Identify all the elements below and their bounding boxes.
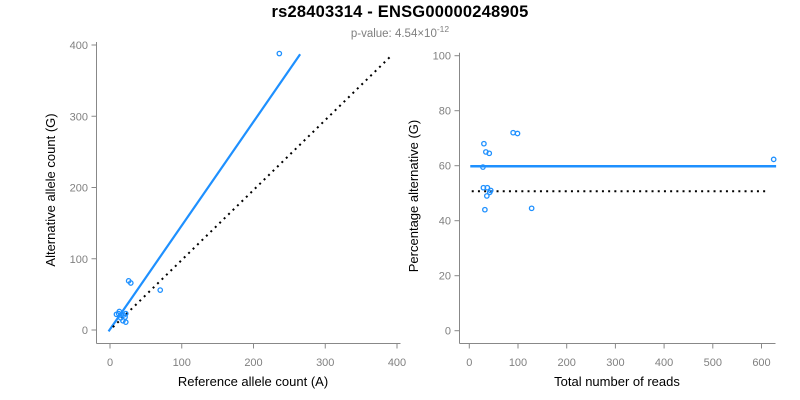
pvalue-text: p-value: 4.54×10	[350, 27, 437, 40]
x-tick-label: 100	[173, 357, 191, 369]
x-tick-label: 100	[509, 357, 527, 369]
x-axis-title: Reference allele count (A)	[178, 374, 328, 389]
y-tick-label: 100	[70, 254, 88, 266]
fit-line	[107, 53, 302, 333]
x-tick-label: 500	[704, 357, 722, 369]
data-point	[486, 189, 493, 196]
data-point	[514, 130, 521, 137]
y-axis-title: Percentage alternative (G)	[406, 120, 421, 272]
x-tick-label: 400	[655, 357, 673, 369]
x-tick-label: 0	[466, 357, 472, 369]
data-point	[528, 205, 535, 212]
data-point	[276, 50, 283, 57]
y-tick-label: 0	[82, 325, 88, 337]
data-point	[122, 310, 129, 317]
pvalue-exponent: -12	[436, 24, 450, 34]
y-tick-label: 80	[439, 106, 451, 118]
y-tick-label: 400	[70, 40, 88, 52]
y-axis-title: Alternative allele count (G)	[43, 113, 58, 266]
y-tick-label: 100	[433, 51, 451, 63]
figure-title: rs28403314 - ENSG00000248905	[271, 3, 529, 21]
x-tick-label: 200	[244, 357, 262, 369]
figure-header: rs28403314 - ENSG00000248905 p-value: 4.…	[0, 3, 800, 40]
data-point	[510, 129, 516, 136]
x-tick-label: 400	[388, 357, 406, 369]
data-point	[481, 140, 487, 147]
figure-subtitle: p-value: 4.54×10-12	[0, 24, 800, 40]
data-point	[120, 317, 126, 324]
y-tick-label: 0	[445, 326, 451, 338]
y-tick-label: 300	[70, 111, 88, 123]
y-tick-label: 20	[439, 271, 451, 283]
y-tick-label: 60	[439, 161, 451, 173]
data-point	[484, 184, 491, 191]
data-point	[157, 287, 164, 293]
data-point	[117, 312, 124, 318]
data-point	[122, 319, 129, 326]
x-axis-title: Total number of reads	[554, 374, 680, 389]
data-point	[770, 156, 777, 163]
x-tick-label: 0	[107, 357, 113, 369]
data-point	[486, 150, 493, 157]
data-point	[127, 280, 134, 286]
data-point	[482, 206, 488, 213]
x-tick-label: 300	[316, 357, 334, 369]
y-tick-label: 40	[439, 216, 451, 228]
data-point	[480, 164, 486, 170]
x-tick-label: 300	[606, 357, 624, 369]
identity-line	[112, 56, 391, 328]
x-tick-label: 200	[558, 357, 576, 369]
x-tick-label: 600	[752, 357, 770, 369]
data-point	[483, 193, 490, 199]
y-tick-label: 200	[70, 183, 88, 195]
